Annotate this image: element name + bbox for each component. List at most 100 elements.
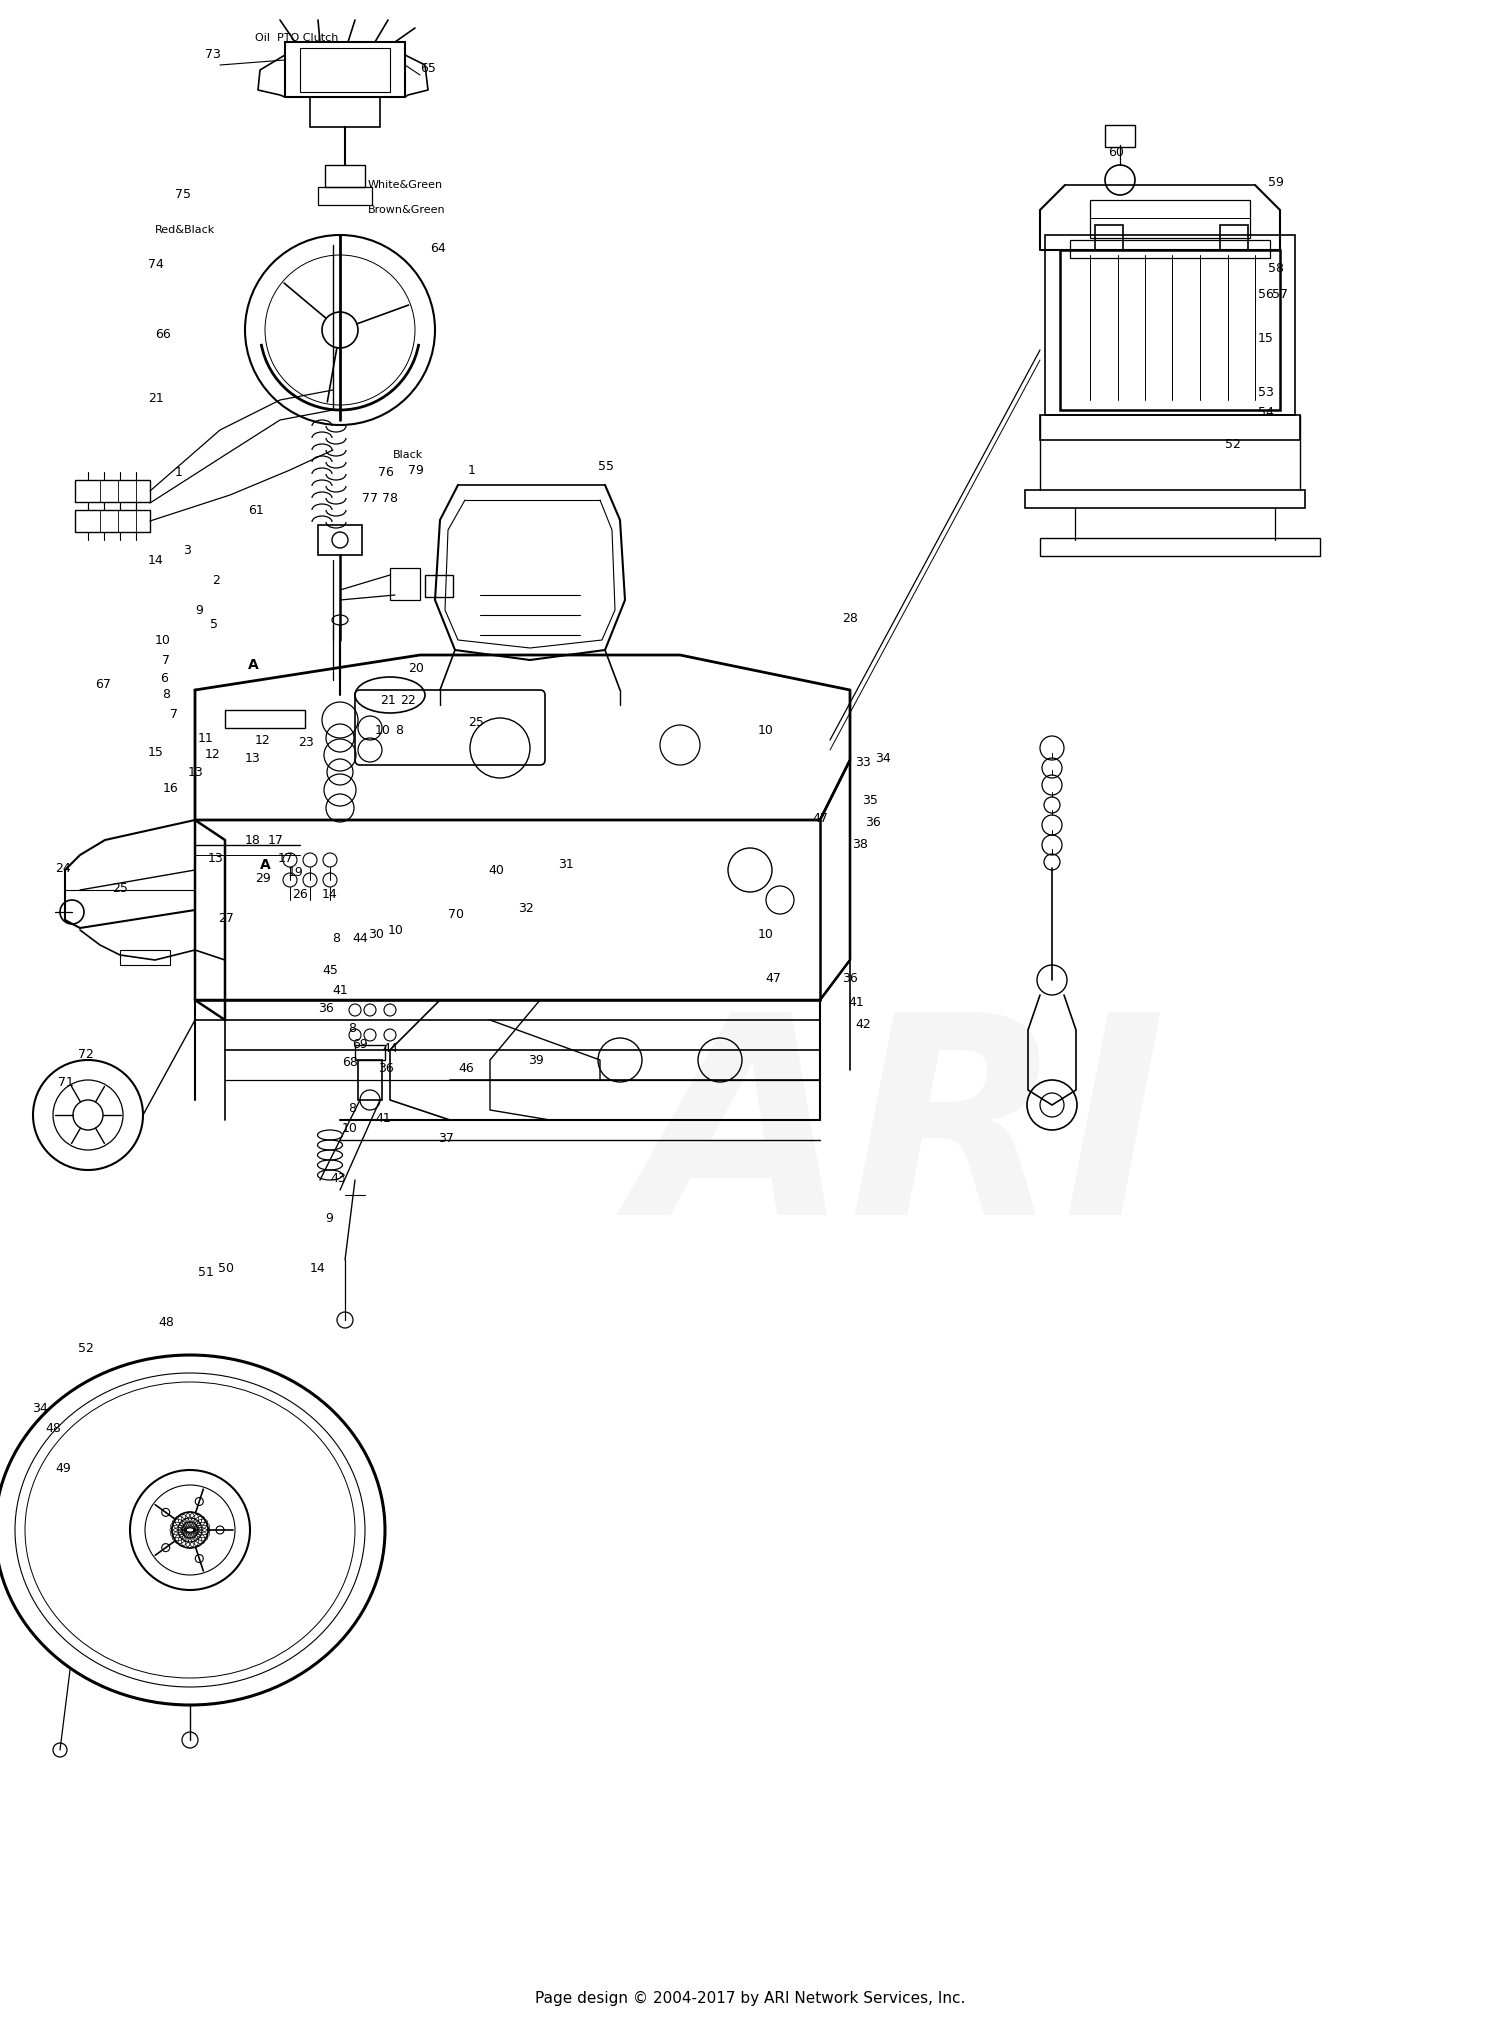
Text: 45: 45	[322, 963, 338, 977]
Text: 41: 41	[332, 983, 348, 996]
Text: 8: 8	[348, 1101, 355, 1114]
Text: 43: 43	[330, 1172, 345, 1185]
Text: Brown&Green: Brown&Green	[368, 205, 446, 215]
Bar	[310, 98, 380, 126]
Bar	[1040, 538, 1320, 557]
Text: 41: 41	[847, 996, 864, 1008]
Text: 68: 68	[342, 1055, 358, 1069]
Text: 40: 40	[488, 864, 504, 876]
Text: 8: 8	[394, 723, 404, 736]
Text: 11: 11	[198, 732, 213, 744]
Text: 36: 36	[842, 971, 858, 983]
Text: 38: 38	[852, 839, 868, 851]
Text: 13: 13	[244, 752, 261, 764]
Text: 50: 50	[217, 1262, 234, 1274]
Text: 58: 58	[1268, 262, 1284, 274]
Text: 73: 73	[206, 49, 220, 61]
Bar	[1046, 236, 1294, 415]
Text: 71: 71	[58, 1075, 74, 1089]
Text: 70: 70	[448, 908, 464, 920]
Text: 8: 8	[348, 1022, 355, 1034]
Text: 49: 49	[56, 1461, 70, 1475]
Text: 20: 20	[408, 662, 424, 675]
Text: 8: 8	[162, 689, 170, 701]
Text: 60: 60	[1108, 146, 1124, 158]
Text: 36: 36	[378, 1061, 393, 1075]
Text: 44: 44	[352, 931, 368, 945]
Bar	[1024, 490, 1305, 508]
Text: 13: 13	[209, 851, 224, 864]
Text: 18: 18	[244, 833, 261, 847]
Bar	[318, 524, 362, 555]
Bar	[1220, 226, 1248, 250]
Text: 29: 29	[255, 872, 270, 884]
Text: 2: 2	[211, 573, 220, 587]
Text: 69: 69	[352, 1038, 368, 1051]
Text: 57: 57	[1272, 289, 1288, 301]
Text: 21: 21	[380, 693, 396, 707]
Text: 9: 9	[195, 604, 202, 616]
Text: 10: 10	[388, 923, 404, 937]
Text: 36: 36	[318, 1002, 333, 1014]
Text: 66: 66	[154, 329, 171, 341]
Text: 79: 79	[408, 463, 424, 475]
Text: 21: 21	[148, 392, 164, 404]
Text: Red&Black: Red&Black	[154, 226, 216, 236]
Text: 14: 14	[310, 1262, 326, 1274]
Text: 13: 13	[188, 766, 204, 778]
Text: 14: 14	[322, 888, 338, 902]
Text: 56: 56	[1258, 289, 1274, 301]
Bar	[358, 1061, 382, 1099]
Text: 48: 48	[158, 1315, 174, 1329]
Text: 15: 15	[1258, 331, 1274, 345]
Text: 8: 8	[332, 931, 340, 945]
Text: 59: 59	[1268, 175, 1284, 189]
Text: A: A	[248, 658, 258, 673]
Text: 17: 17	[278, 851, 294, 864]
Text: Oil  PTO Clutch: Oil PTO Clutch	[255, 33, 339, 43]
Text: 52: 52	[1226, 439, 1240, 451]
Text: 76: 76	[378, 465, 394, 478]
Text: 78: 78	[382, 492, 398, 504]
Text: 31: 31	[558, 858, 573, 872]
Text: 25: 25	[468, 715, 484, 729]
Text: 5: 5	[210, 618, 218, 632]
Bar	[1060, 250, 1280, 410]
Text: 1: 1	[176, 465, 183, 478]
Bar	[390, 569, 420, 599]
Text: 12: 12	[206, 748, 220, 762]
Text: 72: 72	[78, 1049, 94, 1061]
Text: 32: 32	[518, 902, 534, 914]
Text: 52: 52	[78, 1341, 94, 1355]
Text: 67: 67	[94, 679, 111, 691]
Text: 54: 54	[1258, 406, 1274, 419]
Bar	[424, 575, 453, 597]
Text: 15: 15	[148, 746, 164, 758]
Text: 39: 39	[528, 1053, 543, 1067]
Text: 25: 25	[112, 882, 128, 894]
Text: 35: 35	[862, 795, 877, 807]
Text: 51: 51	[198, 1266, 214, 1278]
Text: 17: 17	[268, 833, 284, 847]
Bar	[326, 165, 364, 187]
Text: A: A	[260, 858, 270, 872]
Text: ARI: ARI	[634, 1004, 1166, 1272]
Bar	[300, 49, 390, 91]
Bar	[318, 187, 372, 205]
Text: 7: 7	[170, 709, 178, 721]
Bar	[225, 709, 304, 727]
Text: 74: 74	[148, 258, 164, 272]
Text: 12: 12	[255, 734, 270, 746]
Text: 34: 34	[874, 752, 891, 764]
Text: 37: 37	[438, 1132, 454, 1144]
Text: 10: 10	[758, 723, 774, 736]
Bar	[1095, 226, 1124, 250]
Text: 53: 53	[1258, 386, 1274, 398]
Text: 23: 23	[298, 736, 314, 748]
Bar	[1070, 240, 1270, 258]
Text: 64: 64	[430, 242, 445, 254]
Text: 65: 65	[420, 61, 436, 75]
Text: 24: 24	[56, 862, 70, 874]
Text: 14: 14	[148, 553, 164, 567]
Text: 75: 75	[176, 189, 190, 201]
